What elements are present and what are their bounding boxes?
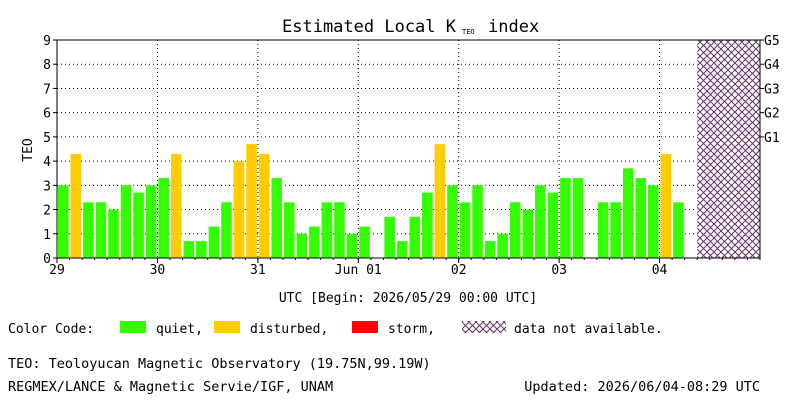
k-index-bar <box>384 216 395 258</box>
y-tick-label: 1 <box>43 228 51 243</box>
k-index-bar <box>648 185 659 258</box>
institution-info: REGMEX/LANCE & Magnetic Servie/IGF, UNAM <box>8 379 334 395</box>
k-index-bar <box>635 178 647 258</box>
x-tick-label: 30 <box>150 263 166 278</box>
legend-caption: Color Code: <box>8 322 94 337</box>
k-index-bar <box>283 202 295 258</box>
no-data-hatch <box>697 40 760 258</box>
k-index-bar <box>208 226 220 258</box>
k-index-bar <box>83 202 94 258</box>
k-index-bar <box>221 202 232 258</box>
g-level-label: G1 <box>764 131 780 146</box>
k-index-bar <box>447 185 458 258</box>
legend-no-data: data not available. <box>514 322 663 337</box>
legend-disturbed: disturbed, <box>250 322 328 337</box>
k-index-bar <box>334 202 345 258</box>
k-index-bar <box>660 153 672 258</box>
k-index-bar <box>472 185 483 258</box>
k-index-bar <box>610 202 621 258</box>
y-tick-label: 6 <box>43 107 51 122</box>
k-index-bar <box>233 161 245 258</box>
chart-title-subscript: TEO <box>462 28 475 36</box>
bar-layer <box>58 144 684 258</box>
k-index-bar <box>108 209 119 258</box>
x-tick-label: 29 <box>49 263 65 278</box>
k-index-bar <box>170 153 182 258</box>
k-index-bar <box>120 185 132 258</box>
no-data-region <box>697 40 760 258</box>
k-index-bar <box>309 226 320 258</box>
grid-layer <box>57 40 760 258</box>
legend-swatch-quiet <box>120 321 146 333</box>
k-index-bar <box>497 233 508 258</box>
tick-layer: 0 1 2 3 4 5 6 7 8 9 G1 G2 G3 G4 G5 29 30 31 Jun 01 02 03 04 <box>43 34 780 278</box>
k-index-bar <box>145 185 157 258</box>
k-index-bar <box>70 153 82 258</box>
k-index-bar <box>547 192 559 258</box>
y-tick-label: 8 <box>43 58 51 73</box>
k-index-bar <box>95 202 107 258</box>
k-index-bar <box>434 144 446 258</box>
k-index-bar <box>321 202 333 258</box>
k-index-bar <box>346 233 358 258</box>
k-index-bar <box>359 226 370 258</box>
legend-swatch-storm <box>352 321 378 333</box>
x-axis-label: UTC [Begin: 2026/05/29 00:00 UTC] <box>279 291 537 306</box>
k-index-bar <box>183 241 195 258</box>
legend-swatch-no-data <box>462 321 506 333</box>
k-index-bar <box>572 178 584 258</box>
k-index-bar <box>535 185 546 258</box>
g-level-label: G4 <box>764 58 780 73</box>
x-tick-label: 02 <box>451 263 467 278</box>
updated-timestamp: Updated: 2026/06/04-08:29 UTC <box>524 379 760 395</box>
legend-swatch-disturbed <box>214 321 240 333</box>
k-index-bar <box>296 233 308 258</box>
k-index-bar <box>133 192 144 258</box>
y-tick-label: 9 <box>43 34 51 49</box>
x-tick-label: 31 <box>250 263 266 278</box>
k-index-bar <box>258 153 270 258</box>
y-tick-label: 3 <box>43 179 51 194</box>
k-index-bar <box>246 144 257 258</box>
k-index-bar <box>509 202 521 258</box>
k-index-bar <box>58 185 69 258</box>
k-index-bar <box>459 202 471 258</box>
g-level-label: G2 <box>764 107 780 122</box>
chart-title-suffix: index <box>488 17 539 37</box>
legend-quiet: quiet, <box>156 322 203 337</box>
k-index-bar <box>522 209 534 258</box>
k-index-bar <box>409 216 421 258</box>
x-tick-label: 04 <box>652 263 668 278</box>
y-tick-label: 7 <box>43 82 51 97</box>
k-index-bar <box>597 202 609 258</box>
k-index-bar <box>196 241 207 258</box>
k-index-bar <box>622 168 634 258</box>
y-tick-label: 5 <box>43 131 51 146</box>
k-index-bar <box>673 202 684 258</box>
chart-title: Estimated Local K <box>282 17 457 37</box>
k-index-bar <box>484 241 496 258</box>
x-tick-label: 03 <box>551 263 567 278</box>
g-level-label: G3 <box>764 82 780 97</box>
k-index-bar <box>396 241 408 258</box>
y-tick-label: 4 <box>43 155 51 170</box>
station-info: TEO: Teoloyucan Magnetic Observatory (19… <box>8 356 431 372</box>
x-tick-label: Jun 01 <box>335 263 382 278</box>
k-index-bar <box>560 178 571 258</box>
g-level-label: G5 <box>764 34 780 49</box>
k-index-bar <box>271 178 282 258</box>
k-index-bar <box>422 192 433 258</box>
y-axis-label: TEO <box>21 138 36 162</box>
y-tick-label: 2 <box>43 204 51 219</box>
k-index-bar <box>158 178 169 258</box>
legend-storm: storm, <box>388 322 435 337</box>
y-tick-label: 0 <box>43 252 51 267</box>
color-legend: Color Code: quiet, disturbed, storm, dat… <box>8 321 663 337</box>
